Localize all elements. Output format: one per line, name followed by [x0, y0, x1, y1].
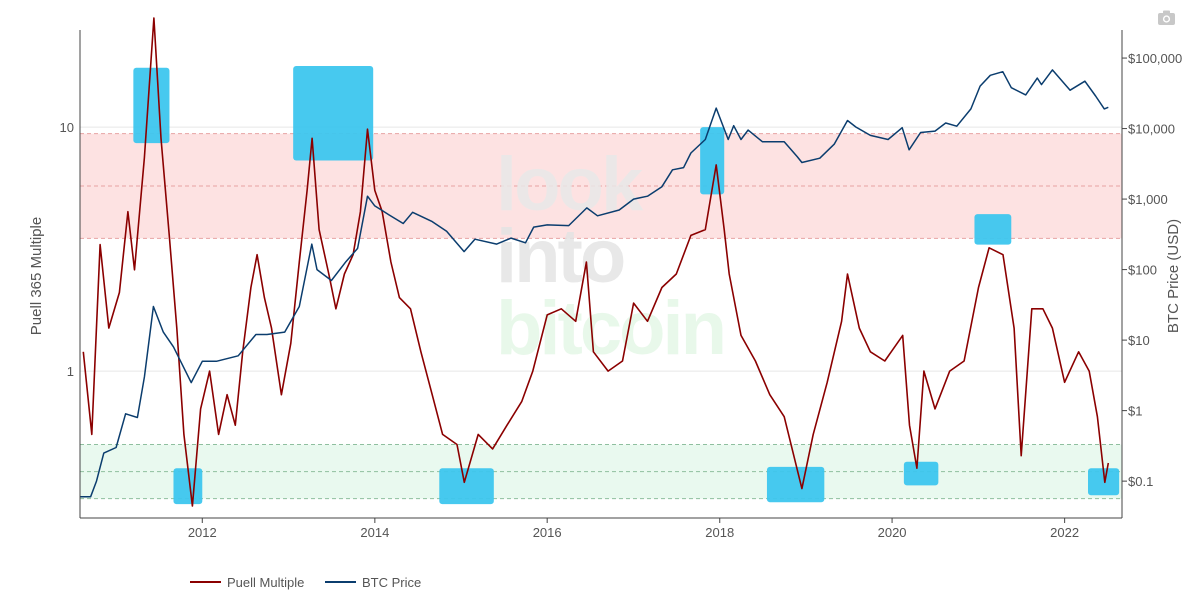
legend-label-puell: Puell Multiple: [227, 575, 304, 590]
camera-icon[interactable]: [1158, 10, 1175, 26]
legend-item-puell[interactable]: Puell Multiple: [190, 575, 304, 590]
legend-item-btc[interactable]: BTC Price: [325, 575, 421, 590]
watermark-line-2: into: [496, 214, 624, 299]
highlight-box-0: [133, 67, 170, 144]
watermark: look into bitcoin: [496, 142, 727, 371]
series-lines: [80, 17, 1110, 507]
legend: Puell Multiple BTC Price: [190, 575, 421, 590]
x-axis-ticks: 2012 2014 2016 2018 2020 2022: [188, 518, 1079, 540]
highlight-box-8: [1088, 468, 1120, 496]
y-right-tick-label-6: $100,000: [1128, 51, 1182, 66]
axes: [79, 30, 1123, 519]
x-tick-label-1: 2014: [360, 525, 389, 540]
x-tick-label-5: 2022: [1050, 525, 1079, 540]
highlight-box-3: [974, 214, 1012, 245]
y-right-tick-label-0: $0.1: [1128, 474, 1153, 489]
highlight-box-5: [439, 468, 494, 505]
series-line-btc: [80, 69, 1109, 498]
x-tick-label-4: 2020: [878, 525, 907, 540]
legend-label-btc: BTC Price: [362, 575, 421, 590]
camera-lens: [1164, 16, 1169, 22]
highlight-box-7: [903, 461, 939, 486]
watermark-line-1: look: [496, 142, 644, 227]
y-right-tick-label-3: $100: [1128, 263, 1157, 278]
y-right-tick-label-1: $1: [1128, 404, 1142, 419]
y-right-tick-label-2: $10: [1128, 333, 1150, 348]
y-left-tick-label-1: 10: [60, 120, 74, 135]
camera-top: [1163, 10, 1170, 15]
watermark-line-3: bitcoin: [496, 286, 724, 371]
right-axis-title: BTC Price (USD): [1165, 219, 1182, 333]
series-line-puell: [82, 17, 1110, 507]
highlight-box-1: [293, 65, 374, 161]
y-right-tick-label-5: $10,000: [1128, 122, 1175, 137]
grid-lines: [80, 126, 1122, 372]
highlight-box-6: [766, 466, 825, 503]
x-tick-label-0: 2012: [188, 525, 217, 540]
left-axis-title: Puell 365 Multiple: [28, 217, 45, 335]
y-left-tick-label-0: 1: [67, 364, 74, 379]
right-axis-ticks: $0.1 $1 $10 $100 $1,000 $10,000 $100,000: [1122, 51, 1182, 489]
left-axis-ticks: 1 10: [60, 120, 74, 379]
x-tick-label-3: 2018: [705, 525, 734, 540]
x-tick-label-2: 2016: [533, 525, 562, 540]
y-right-tick-label-4: $1,000: [1128, 192, 1168, 207]
zone-bands: [80, 133, 1122, 500]
